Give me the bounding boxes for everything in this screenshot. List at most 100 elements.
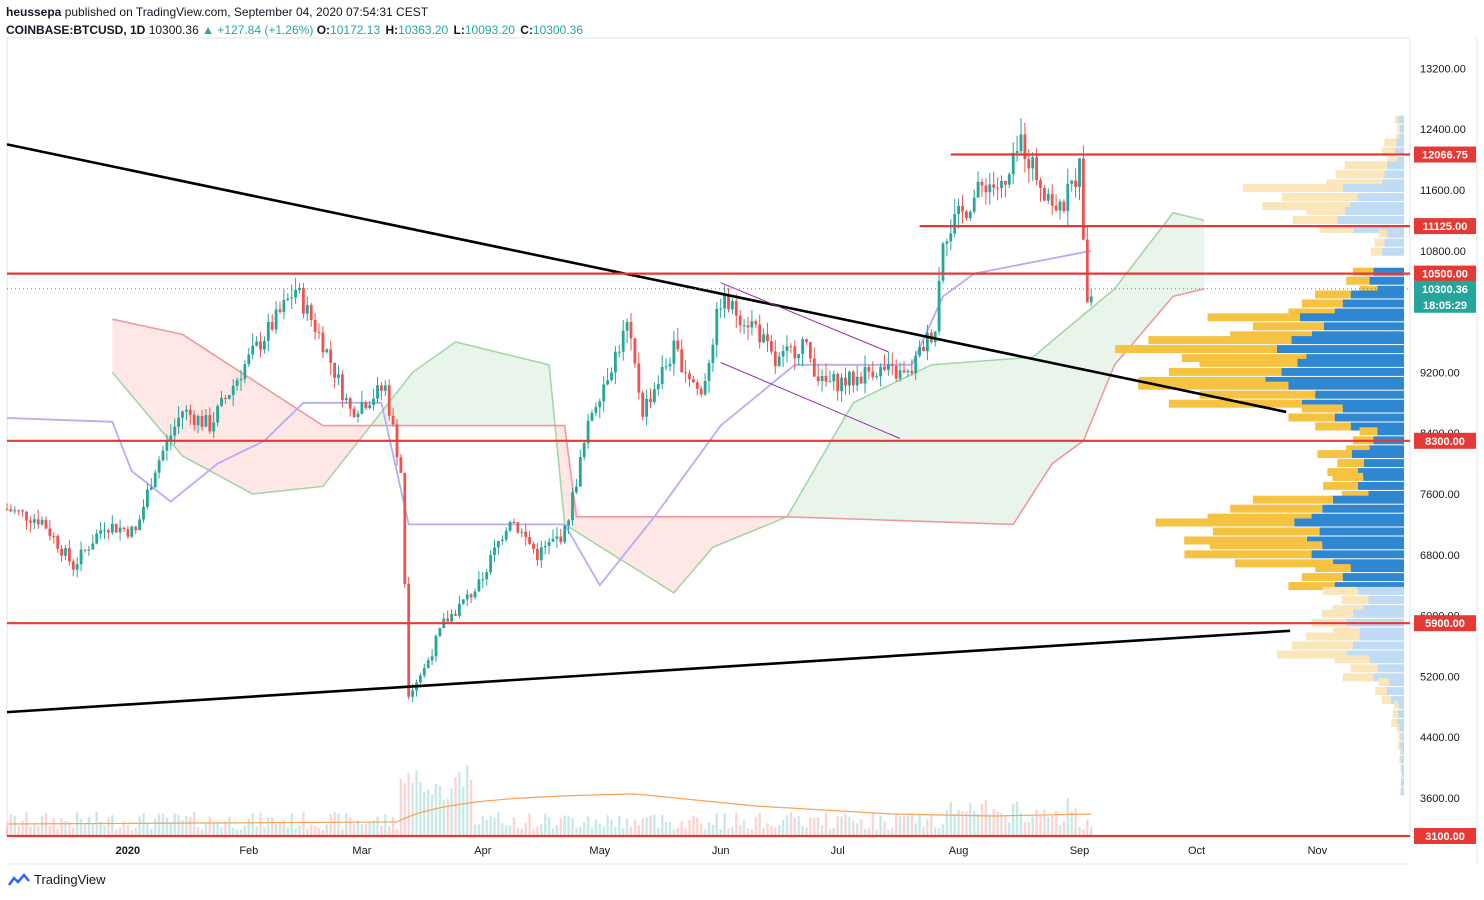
drawings[interactable]: [6, 143, 1410, 838]
volume-bar: [247, 818, 250, 836]
cloud-segment: [697, 516, 706, 566]
volume-bar: [302, 812, 305, 836]
candle-body: [933, 331, 937, 343]
vp-up-bar: [1377, 664, 1404, 673]
candle-body: [204, 415, 208, 427]
vp-up-bar: [1342, 573, 1404, 582]
candle-body: [489, 555, 492, 573]
candle-body: [372, 398, 375, 406]
cloud-segment: [985, 360, 994, 524]
candle-body: [333, 362, 336, 378]
volume-bar: [883, 821, 886, 836]
candle-body: [1031, 157, 1035, 169]
candles[interactable]: [5, 117, 1093, 703]
level-tag-label-0: 12066.75: [1422, 150, 1468, 162]
cloud-segment: [829, 429, 838, 519]
volume-bar: [79, 818, 83, 836]
level-tag-4[interactable]: [1414, 615, 1476, 632]
brand-label: TradingView: [34, 872, 106, 887]
candle-body: [430, 656, 434, 661]
volume-bar: [879, 815, 882, 836]
symbol-label[interactable]: COINBASE:BTCUSD, 1D: [6, 23, 146, 37]
cloud-segment: [502, 353, 511, 426]
vp-up-bar: [1363, 604, 1404, 613]
candle-body: [797, 353, 801, 359]
vp-down-bar: [1374, 238, 1385, 247]
volume-bar: [1074, 808, 1077, 836]
vp-up-bar: [1369, 445, 1404, 454]
candle-body: [809, 342, 812, 359]
volume-bar: [575, 827, 578, 836]
candle-body: [996, 187, 999, 189]
vp-down-bar: [1288, 413, 1335, 422]
candle-body: [348, 398, 352, 409]
candle-body: [555, 536, 559, 539]
trendline-1[interactable]: [6, 629, 1291, 714]
volume-bar: [169, 822, 172, 836]
publisher-name[interactable]: heussepa: [6, 5, 62, 19]
axes[interactable]: 13200.00 12400.00 11600.00 10800.00 9200.00 8…: [116, 63, 1476, 857]
cloud-segment: [330, 425, 339, 477]
volume-bar: [1015, 801, 1019, 836]
cloud-segment: [580, 516, 589, 540]
cloud-segment: [159, 329, 167, 438]
channel-line-1[interactable]: [720, 362, 901, 439]
cloud-segment: [1134, 253, 1142, 342]
volume-bar: [278, 822, 282, 836]
candle-body: [922, 346, 925, 352]
candle-body: [364, 402, 368, 409]
vp-down-bar: [1288, 582, 1335, 591]
volume-bar: [934, 827, 937, 836]
cloud-segment: [673, 516, 682, 593]
vp-down-bar: [1326, 179, 1382, 188]
current-price-tag[interactable]: [1414, 280, 1476, 313]
vp-down-bar: [1392, 709, 1398, 718]
trendline-0[interactable]: [6, 143, 1287, 414]
candle-body: [60, 548, 63, 556]
vp-down-bar: [1184, 550, 1312, 559]
level-tag-5[interactable]: [1414, 828, 1476, 844]
volume-bar: [325, 824, 328, 836]
volume-bar: [930, 814, 933, 836]
candle-body: [83, 549, 87, 551]
volume-bar: [87, 816, 91, 836]
publish-text: published on TradingView.com, September …: [64, 5, 429, 19]
cloud-segment: [517, 357, 526, 426]
candle-body: [461, 599, 465, 604]
candle-body: [578, 457, 582, 487]
level-tag-2[interactable]: [1414, 265, 1476, 282]
volume-bar: [891, 827, 894, 836]
candle-body: [953, 214, 957, 234]
volume-bar: [33, 824, 36, 836]
candle-body: [149, 487, 153, 490]
volume-bar: [60, 818, 63, 836]
level-tag-0[interactable]: [1414, 146, 1476, 163]
candle-body: [426, 660, 430, 668]
volume-bar: [462, 786, 465, 836]
cloud-segment: [354, 425, 362, 447]
candle-body: [887, 364, 890, 370]
level-tag-3[interactable]: [1414, 432, 1476, 449]
vp-down-bar: [1344, 161, 1388, 170]
cloud-segment: [923, 364, 932, 522]
channel-line-0[interactable]: [720, 282, 889, 353]
candle-body: [337, 374, 340, 378]
vp-down-bar: [1327, 468, 1358, 477]
candle-body: [688, 373, 691, 380]
level-tag-1[interactable]: [1414, 218, 1476, 235]
candle-body: [181, 411, 184, 418]
candle-body: [146, 489, 149, 507]
tradingview-brand[interactable]: TradingView: [8, 872, 106, 887]
volume-bar: [321, 829, 325, 836]
volume-bar: [828, 829, 832, 836]
vp-up-bar: [1322, 541, 1404, 550]
volume-bar: [953, 813, 956, 836]
volume-bar: [594, 819, 598, 836]
vp-up-bar: [1306, 354, 1404, 363]
vp-up-bar: [1398, 115, 1404, 124]
vp-down-bar: [1395, 115, 1399, 124]
vp-up-bar: [1390, 696, 1404, 705]
x-tick-label-0: 2020: [116, 845, 140, 857]
vp-down-bar: [1397, 723, 1400, 732]
